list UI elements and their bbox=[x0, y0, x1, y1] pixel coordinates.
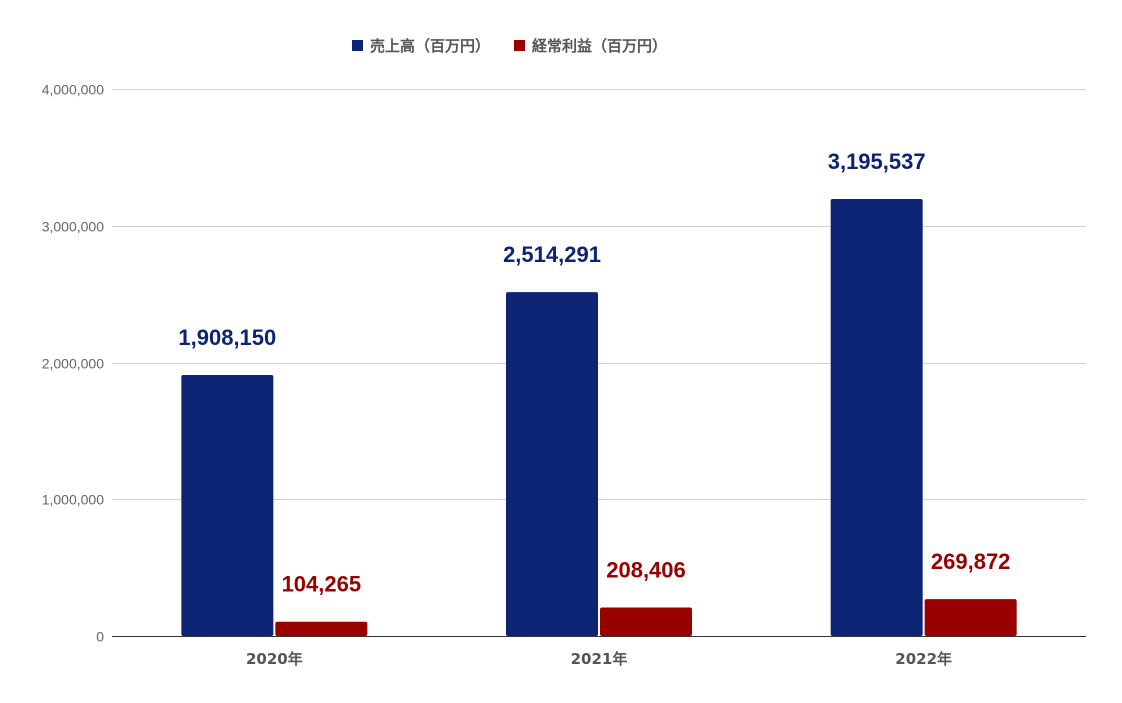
x-tick-label: 2021年 bbox=[571, 650, 628, 668]
bar-profit bbox=[275, 621, 368, 636]
data-label: 2,514,291 bbox=[503, 242, 601, 267]
bars bbox=[181, 199, 1017, 636]
legend-label: 経常利益（百万円） bbox=[532, 37, 667, 55]
bar-profit bbox=[924, 599, 1017, 636]
y-tick-label: 2,000,000 bbox=[42, 356, 104, 372]
y-tick-label: 0 bbox=[96, 629, 104, 645]
data-label: 104,265 bbox=[282, 572, 362, 597]
bar-profit bbox=[600, 607, 692, 636]
data-label: 208,406 bbox=[606, 558, 686, 583]
bar-sales bbox=[506, 292, 598, 636]
data-label: 1,908,150 bbox=[178, 325, 276, 350]
bar-sales bbox=[181, 375, 274, 636]
data-labels: 1,908,150 104,265 2,514,291 208,406 3,195,53… bbox=[178, 149, 1010, 597]
x-tick-label: 2020年 bbox=[246, 650, 303, 668]
gridlines bbox=[112, 89, 1086, 500]
legend-swatch bbox=[352, 40, 363, 51]
data-label: 269,872 bbox=[931, 549, 1011, 574]
bar-sales bbox=[830, 199, 923, 636]
y-tick-label: 1,000,000 bbox=[42, 492, 104, 508]
axes: 0 1,000,000 2,000,000 3,000,000 4,000,000 202… bbox=[42, 82, 1086, 668]
x-tick-label: 2022年 bbox=[895, 650, 952, 668]
y-tick-label: 3,000,000 bbox=[42, 219, 104, 235]
legend: 売上高（百万円） 経常利益（百万円） bbox=[352, 37, 667, 55]
y-tick-label: 4,000,000 bbox=[42, 82, 104, 98]
legend-label: 売上高（百万円） bbox=[370, 37, 490, 55]
data-label: 3,195,537 bbox=[828, 149, 926, 174]
legend-swatch bbox=[514, 40, 525, 51]
